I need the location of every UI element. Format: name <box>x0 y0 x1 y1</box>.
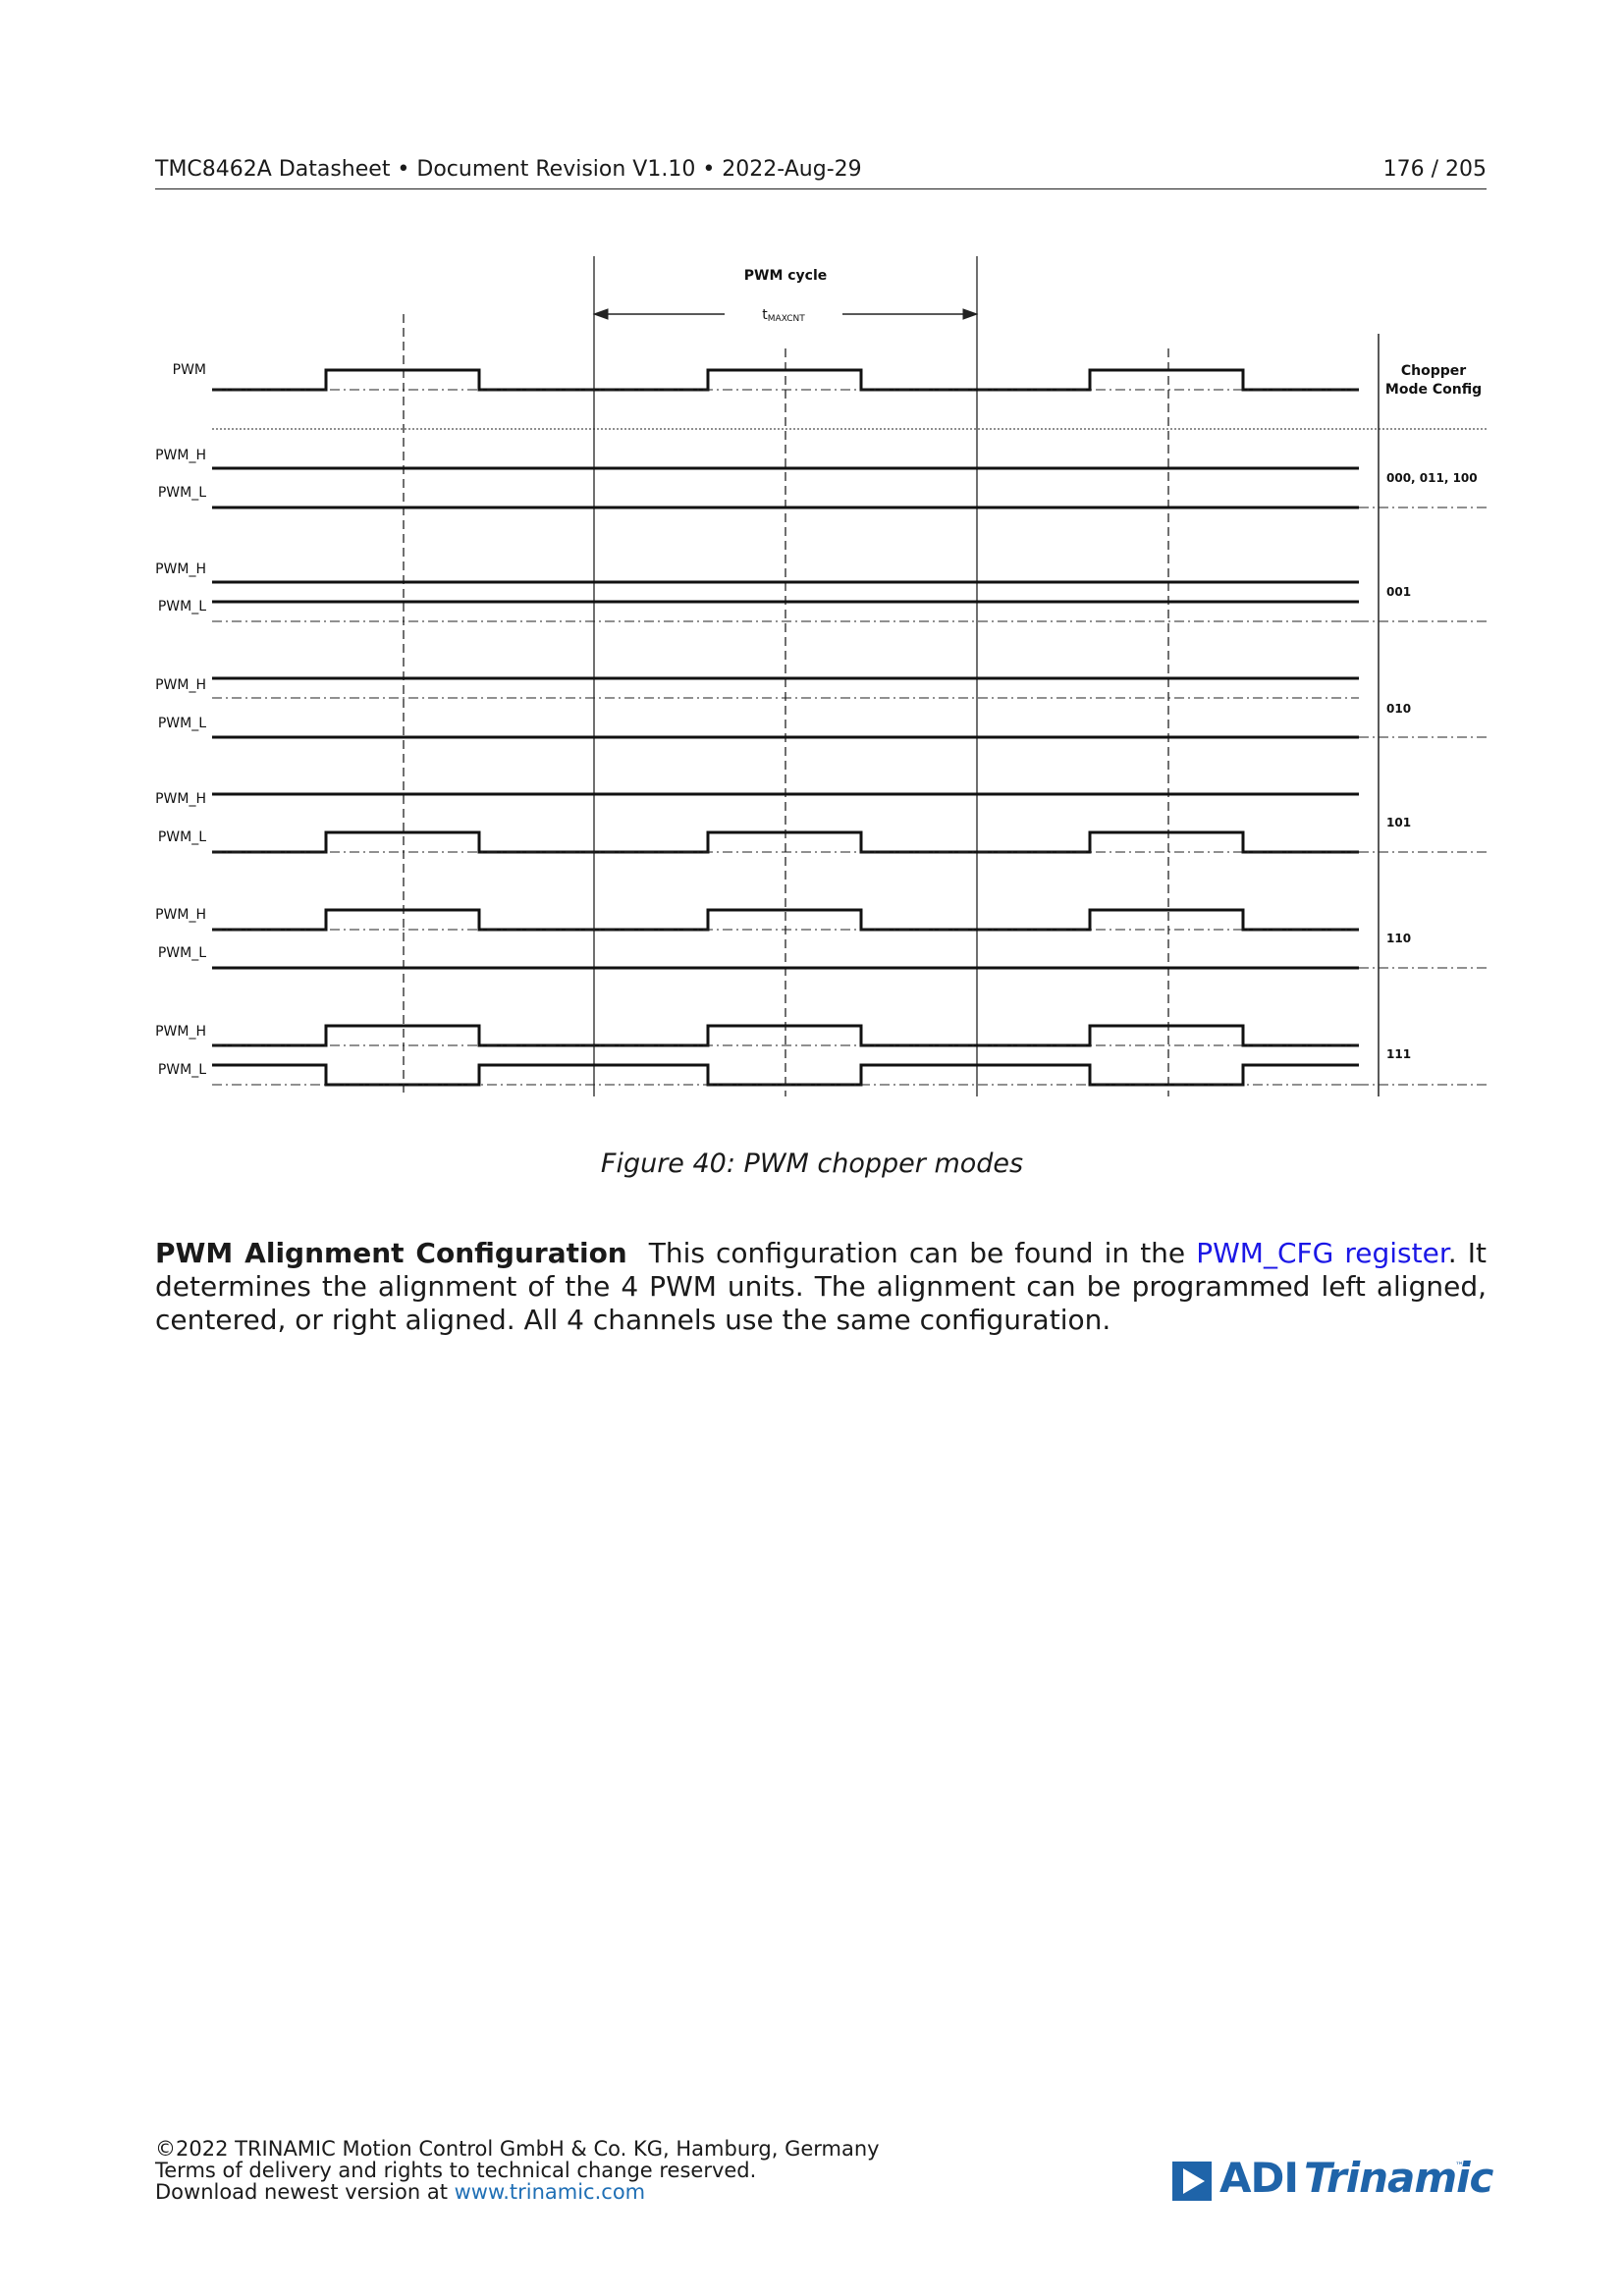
footer-terms: Terms of delivery and rights to technica… <box>155 2159 757 2182</box>
mode2-pwm-l-label: PWM_L <box>158 716 206 731</box>
arrowhead-right <box>962 308 979 320</box>
mode2-pwm-h-label: PWM_H <box>155 677 206 693</box>
page-footer: ©2022 TRINAMIC Motion Control GmbH & Co.… <box>155 2138 880 2203</box>
paragraph-text-after: . It determines the alignment of the 4 P… <box>155 1237 1487 1336</box>
page-header: TMC8462A Datasheet • Document Revision V… <box>155 157 1487 189</box>
mode3-config-label: 101 <box>1386 816 1411 829</box>
mode3-pwm-l-label: PWM_L <box>158 829 206 845</box>
footer-download: Download newest version at www.trinamic.… <box>155 2180 646 2204</box>
mode0-config-label: 000, 011, 100 <box>1386 471 1478 485</box>
header-title: TMC8462A Datasheet • Document Revision V… <box>155 157 862 182</box>
alignment-paragraph: PWM Alignment Configuration This configur… <box>155 1237 1487 1337</box>
mode0-pwm-l-label: PWM_L <box>158 485 206 501</box>
chopper-header-line1: Chopper <box>1401 363 1466 379</box>
paragraph-text-before: This configuration can be found in the <box>648 1237 1197 1269</box>
chopper-header-line2: Mode Config <box>1385 382 1482 398</box>
pwm-waveform <box>212 368 1359 392</box>
mode3-pwm-l-wave <box>212 830 1359 854</box>
mode1-config-label: 001 <box>1386 585 1411 599</box>
mode3-pwm-h-label: PWM_H <box>155 791 206 807</box>
mode5-pwm-h-wave <box>212 1024 1359 1047</box>
tmaxcnt-label: tMAXCNT <box>762 307 805 324</box>
logo-trinamic-text: Trinamic <box>1304 2154 1493 2202</box>
mode4-config-label: 110 <box>1386 932 1411 945</box>
adi-trinamic-logo: ADI Trinamic ™ <box>1172 2154 1493 2205</box>
logo-trademark: ™ <box>1455 2162 1464 2171</box>
mode5-pwm-h-label: PWM_H <box>155 1024 206 1040</box>
trinamic-website-link[interactable]: www.trinamic.com <box>454 2180 646 2204</box>
play-triangle-icon <box>1172 2162 1212 2201</box>
paragraph-heading: PWM Alignment Configuration <box>155 1237 627 1269</box>
mode5-config-label: 111 <box>1386 1047 1411 1061</box>
pwm-cycle-title: PWM cycle <box>744 268 828 284</box>
pwm-signal-label: PWM <box>173 362 206 378</box>
pwm-timing-diagram: PWM cycle tMAXCNT PWM Chopper Mode Confi… <box>155 256 1488 1096</box>
arrowhead-left <box>592 308 609 320</box>
footer-copyright: ©2022 TRINAMIC Motion Control GmbH & Co.… <box>155 2137 880 2161</box>
pwm-cfg-register-link[interactable]: PWM_CFG register <box>1196 1237 1448 1269</box>
mode4-pwm-h-label: PWM_H <box>155 907 206 923</box>
mode2-config-label: 010 <box>1386 702 1411 716</box>
mode1-pwm-l-label: PWM_L <box>158 599 206 614</box>
mode5-pwm-l-label: PWM_L <box>158 1062 206 1078</box>
mode4-pwm-h-wave <box>212 908 1359 932</box>
logo-adi-text: ADI <box>1219 2154 1299 2202</box>
figure-caption: Figure 40: PWM chopper modes <box>600 1148 1024 1179</box>
page-number: 176 / 205 <box>1382 157 1487 182</box>
mode0-pwm-h-label: PWM_H <box>155 448 206 463</box>
mode4-pwm-l-label: PWM_L <box>158 945 206 961</box>
mode1-pwm-h-label: PWM_H <box>155 561 206 577</box>
